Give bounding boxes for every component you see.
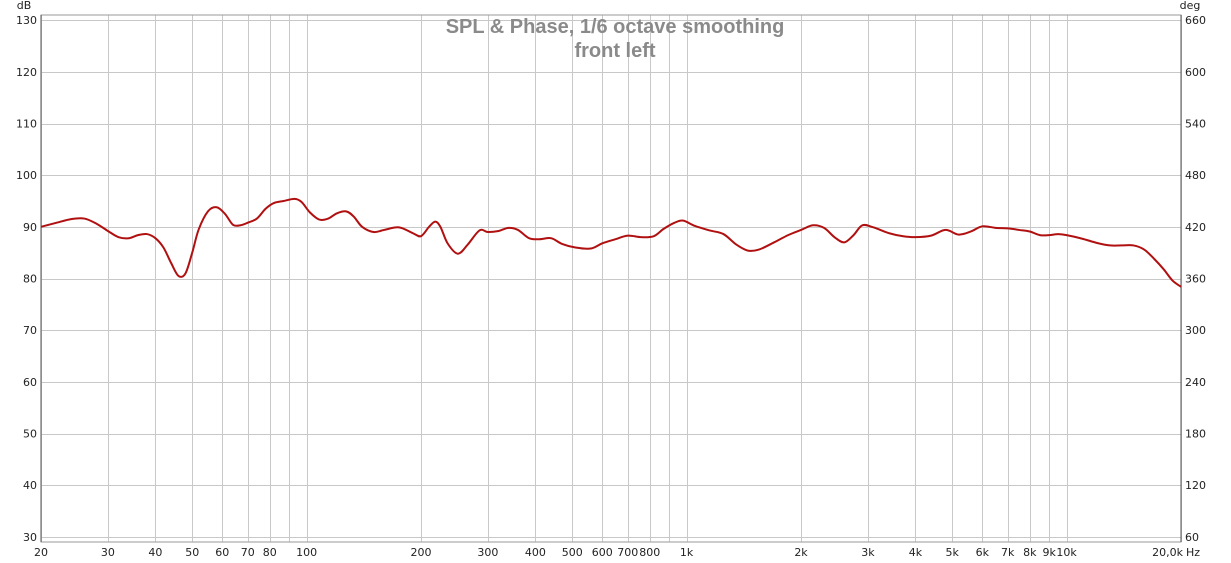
x-tick-label: 200 (411, 546, 432, 559)
x-tick-label: 7k (1001, 546, 1015, 559)
x-tick-label: 1k (680, 546, 694, 559)
y-tick-label-left: 90 (23, 221, 37, 234)
grid-lines (41, 15, 1182, 542)
x-tick-label: 300 (477, 546, 498, 559)
y-tick-label-left: 70 (23, 324, 37, 337)
y-tick-label-left: 30 (23, 531, 37, 544)
y-tick-label-left: 110 (16, 118, 37, 131)
spl-series-line (40, 197, 1182, 288)
x-axis-unit: Hz (1186, 546, 1200, 559)
x-tick-label: 4k (909, 546, 923, 559)
y-tick-label-left: 40 (23, 479, 37, 492)
x-tick-label: 700 (617, 546, 638, 559)
plot-frame (40, 14, 1182, 543)
y-tick-label-right: 120 (1185, 479, 1206, 492)
x-tick-label: 400 (525, 546, 546, 559)
x-tick-label: 8k (1023, 546, 1037, 559)
y-tick-label-left: 80 (23, 273, 37, 286)
x-tick-label: 20,0k (1152, 546, 1183, 559)
series-layer (40, 197, 1182, 288)
chart-title: SPL & Phase, 1/6 octave smoothing (446, 16, 785, 38)
y-tick-label-left: 50 (23, 428, 37, 441)
y-tick-label-right: 600 (1185, 66, 1206, 79)
chart-subtitle: front left (574, 40, 655, 62)
y-tick-label-right: 360 (1185, 273, 1206, 286)
x-tick-label: 10k (1056, 546, 1077, 559)
x-tick-label: 800 (639, 546, 660, 559)
y-tick-label-right: 480 (1185, 169, 1206, 182)
x-tick-label: 60 (215, 546, 229, 559)
x-tick-label: 70 (241, 546, 255, 559)
y-tick-label-right: 240 (1185, 376, 1206, 389)
x-tick-label: 40 (148, 546, 162, 559)
x-tick-label: 3k (861, 546, 875, 559)
x-tick-label: 80 (263, 546, 277, 559)
y-tick-label-left: 100 (16, 169, 37, 182)
y-tick-label-left: 130 (16, 14, 37, 27)
y-tick-label-right: 420 (1185, 221, 1206, 234)
y-tick-label-right: 540 (1185, 118, 1206, 131)
tick-labels: 30 40 50 60 70 80 90 100 110 120 130 60 120 180 240 300… (16, 14, 1206, 559)
x-tick-label: 5k (946, 546, 960, 559)
x-tick-label: 100 (296, 546, 317, 559)
x-tick-label: 50 (185, 546, 199, 559)
x-tick-label: 6k (976, 546, 990, 559)
y-tick-label-right: 300 (1185, 324, 1206, 337)
x-tick-label: 30 (101, 546, 115, 559)
x-tick-label: 9k (1043, 546, 1057, 559)
y-tick-label-right: 180 (1185, 428, 1206, 441)
y-axis-unit-left: dB (17, 0, 32, 12)
y-tick-label-right: 60 (1185, 531, 1199, 544)
x-tick-label: 600 (592, 546, 613, 559)
x-tick-label: 20 (34, 546, 48, 559)
y-axis-unit-right: deg (1180, 0, 1201, 12)
x-tick-label: 2k (794, 546, 808, 559)
y-tick-label-right: 660 (1185, 14, 1206, 27)
y-tick-label-left: 120 (16, 66, 37, 79)
y-tick-label-left: 60 (23, 376, 37, 389)
x-tick-label: 500 (562, 546, 583, 559)
